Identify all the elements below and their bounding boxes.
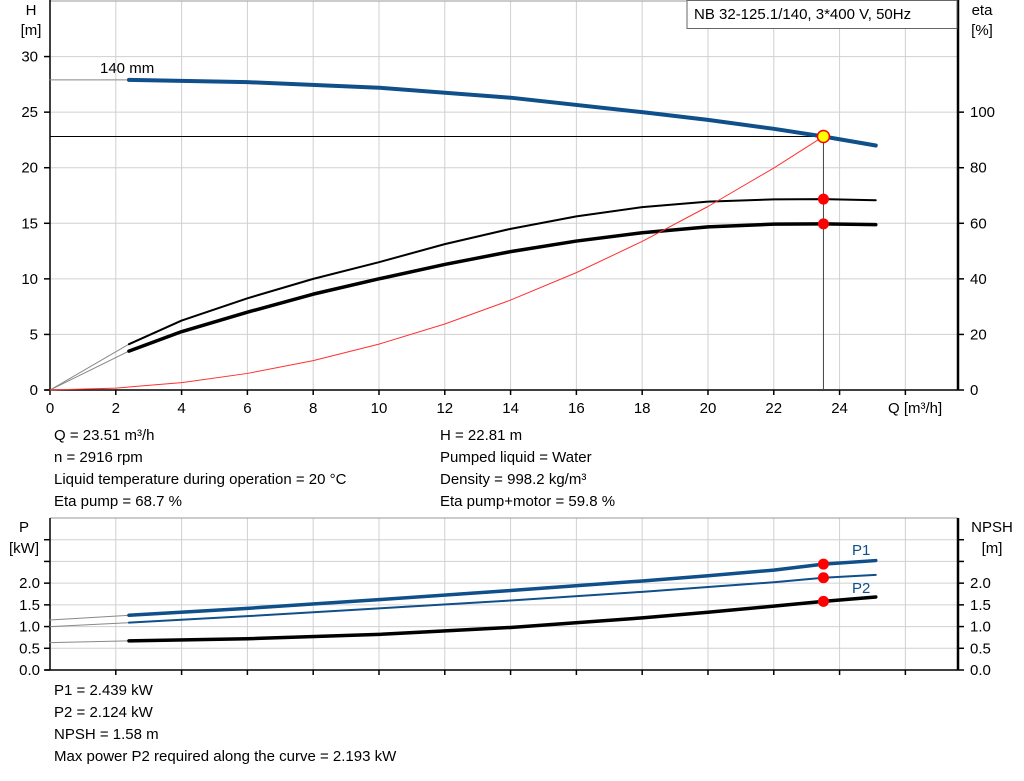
info-eta-pump: Eta pump = 68.7 % xyxy=(54,493,182,510)
eta-pump-curve-extension xyxy=(49,343,130,391)
y2-tick-label: 100 xyxy=(970,104,995,121)
eta-pump-motor-curve-extension xyxy=(49,350,130,391)
eta-pump-marker xyxy=(817,193,829,205)
y2-tick-label: 0 xyxy=(970,382,978,399)
info-liquid: Pumped liquid = Water xyxy=(440,449,592,466)
npsh-curve-extension xyxy=(49,640,130,644)
info-top-right: H = 22.81 m Pumped liquid = Water Densit… xyxy=(440,425,615,513)
eta-pump-motor-curve xyxy=(127,222,878,353)
y2-tick-label: 20 xyxy=(970,326,987,343)
operating-point-marker xyxy=(816,129,831,144)
p1-marker xyxy=(817,558,829,570)
legend-text: NB 32-125.1/140, 3*400 V, 50Hz xyxy=(694,6,911,23)
y2-axis-unit: [m] xyxy=(982,540,1003,557)
y2-tick-label: 40 xyxy=(970,271,987,288)
legend-box xyxy=(686,0,958,29)
y-tick-label: 20 xyxy=(21,160,38,177)
npsh-curve xyxy=(127,595,878,643)
y2-tick-label: 80 xyxy=(970,160,987,177)
p2-marker xyxy=(817,572,829,584)
npsh-marker xyxy=(817,595,829,607)
info-eta-pump-motor: Eta pump+motor = 59.8 % xyxy=(440,493,616,510)
curve-label-impeller: 140 mm xyxy=(100,60,154,77)
x-tick-label: 2 xyxy=(112,400,120,417)
y-tick-label: 25 xyxy=(21,104,38,121)
x-tick-label: 0 xyxy=(46,400,54,417)
info-npsh: NPSH = 1.58 m xyxy=(54,726,159,743)
y-tick-label: 1.5 xyxy=(19,597,40,614)
p2-curve xyxy=(127,573,877,624)
y-tick-label: 0.5 xyxy=(19,640,40,657)
x-tick-label: 20 xyxy=(700,400,717,417)
p2-curve-extension xyxy=(49,622,130,628)
y2-axis-label: NPSH xyxy=(971,519,1013,536)
info-temp: Liquid temperature during operation = 20… xyxy=(54,471,347,488)
p2-label: P2 xyxy=(852,580,870,597)
qh-eta-plot: 0 2 4 6 8 10 12 14 16 18 20 22 24 Q [m³/h]05101520253… xyxy=(21,0,995,417)
x-tick-label: 22 xyxy=(765,400,782,417)
info-top-left: Q = 23.51 m³/h n = 2916 rpm Liquid tempe… xyxy=(54,425,346,513)
qh-curve xyxy=(126,77,878,148)
x-tick-label: 6 xyxy=(243,400,251,417)
p1-curve xyxy=(127,558,878,618)
eta-pump-motor-marker xyxy=(817,218,829,230)
info-p2: P2 = 2.124 kW xyxy=(54,704,153,721)
y2-tick-label: 1.5 xyxy=(970,597,991,614)
y2-tick-label: 2.0 xyxy=(970,575,991,592)
x-tick-label: 14 xyxy=(502,400,519,417)
y2-axis-unit: [%] xyxy=(971,22,993,39)
p1-label: P1 xyxy=(852,542,870,559)
x-axis-label: Q [m³/h] xyxy=(888,400,942,417)
info-max-p2: Max power P2 required along the curve = … xyxy=(54,748,397,765)
x-tick-label: 8 xyxy=(309,400,317,417)
system-curve xyxy=(49,135,824,391)
info-q: Q = 23.51 m³/h xyxy=(54,427,155,444)
y-axis-label: H xyxy=(26,2,37,19)
y2-tick-label: 60 xyxy=(970,215,987,232)
y-tick-label: 1.0 xyxy=(19,619,40,636)
y-tick-label: 15 xyxy=(21,215,38,232)
y-tick-label: 0 xyxy=(30,382,38,399)
y-tick-label: 0.0 xyxy=(19,662,40,679)
y-tick-label: 30 xyxy=(21,49,38,66)
y-tick-label: 2.0 xyxy=(19,575,40,592)
x-tick-label: 10 xyxy=(371,400,388,417)
info-p1: P1 = 2.439 kW xyxy=(54,682,153,699)
y-axis-unit: [m] xyxy=(21,22,42,39)
y-tick-label: 10 xyxy=(21,271,38,288)
info-density: Density = 998.2 kg/m³ xyxy=(440,471,587,488)
x-tick-label: 12 xyxy=(436,400,453,417)
info-n: n = 2916 rpm xyxy=(54,449,143,466)
x-tick-label: 24 xyxy=(831,400,848,417)
eta-pump-curve xyxy=(127,198,877,346)
x-tick-label: 4 xyxy=(177,400,185,417)
y2-tick-label: 0.0 xyxy=(970,662,991,679)
y2-tick-label: 1.0 xyxy=(970,619,991,636)
y-axis-unit: [kW] xyxy=(9,540,39,557)
x-tick-label: 16 xyxy=(568,400,585,417)
info-h: H = 22.81 m xyxy=(440,427,523,444)
info-bottom: P1 = 2.439 kW P2 = 2.124 kW NPSH = 1.58 … xyxy=(54,680,396,768)
x-tick-label: 18 xyxy=(634,400,651,417)
power-npsh-plot: 0.0 0.0 0.5 0.5 1.0 1.0 1.5 1.5 2.0 2.0 P [kW] NPSH [… xyxy=(9,517,1013,679)
y-tick-label: 5 xyxy=(30,326,38,343)
y-axis-label: P xyxy=(19,519,29,536)
p1-curve-extension xyxy=(49,614,130,621)
y2-tick-label: 0.5 xyxy=(970,640,991,657)
y2-axis-label: eta xyxy=(972,2,994,19)
